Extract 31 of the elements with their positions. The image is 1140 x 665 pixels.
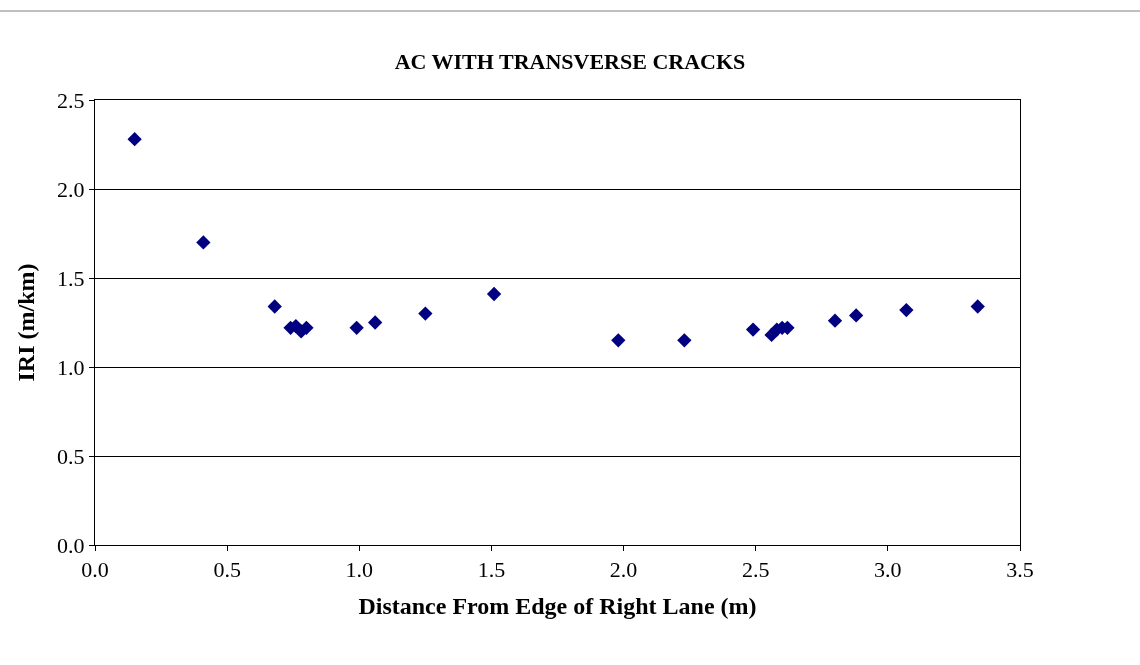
point [267, 299, 282, 314]
y-tick-label: 0.5 [57, 443, 85, 469]
x-tick-label: 0.5 [213, 557, 241, 583]
chart-title: AC WITH TRANSVERSE CRACKS [394, 48, 746, 74]
point [127, 132, 142, 147]
x-tick-label: 2.5 [741, 557, 770, 583]
point [677, 333, 692, 348]
x-tick-label: 1.0 [345, 557, 374, 583]
y-tick-label: 0.0 [57, 532, 85, 558]
point [745, 322, 761, 337]
y-tick-label: 2.5 [57, 87, 85, 113]
point [848, 308, 864, 323]
x-tick-label: 2.0 [609, 557, 638, 583]
point [611, 333, 626, 348]
point [367, 315, 383, 330]
x-axis-title: Distance From Edge of Right Lane (m) [358, 592, 757, 619]
point [418, 306, 433, 321]
point [196, 235, 211, 250]
x-tick-label: 3.0 [874, 557, 902, 583]
y-tick-label: 2.0 [57, 176, 85, 202]
point [899, 302, 914, 318]
point [970, 299, 985, 314]
y-tick-label: 1.5 [57, 265, 85, 291]
point [827, 313, 843, 328]
point [486, 286, 502, 302]
y-axis-title: IRI (m/km) [13, 263, 40, 382]
point [349, 320, 364, 335]
x-tick-label: 0.0 [81, 557, 109, 583]
x-tick-label: 3.5 [1006, 557, 1034, 583]
x-tick-label: 1.5 [477, 557, 506, 583]
y-tick-label: 1.0 [57, 354, 85, 380]
